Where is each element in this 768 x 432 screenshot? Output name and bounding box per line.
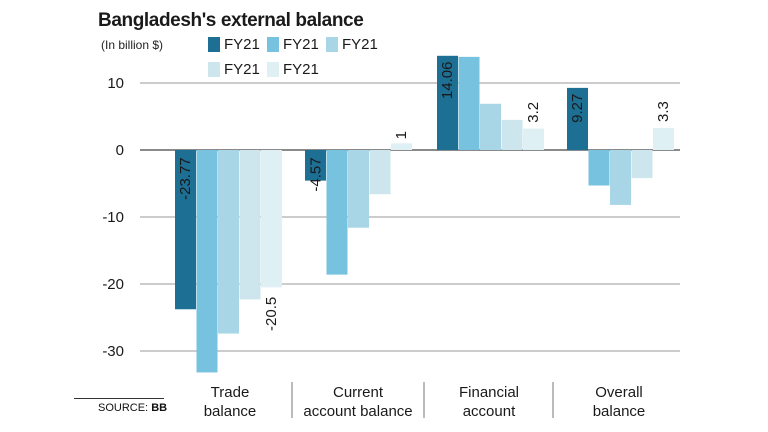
bar (653, 127, 674, 150)
y-axis: 10 0 -10 -20 -30 (102, 75, 124, 360)
data-label: 3.3 (655, 101, 672, 122)
bar (369, 150, 391, 195)
bar (348, 150, 369, 228)
bar (631, 150, 653, 179)
bar (326, 150, 348, 275)
bar (218, 150, 239, 334)
bar (588, 150, 610, 186)
legend-label: FY21 (283, 61, 319, 78)
bar (305, 150, 326, 181)
data-label: 14.06 (439, 62, 456, 100)
category-label: Trade (211, 384, 250, 401)
legend-swatch (267, 37, 279, 52)
category-label: Current (333, 384, 384, 401)
data-label: -20.5 (263, 297, 280, 331)
category-label: balance (204, 403, 257, 420)
chart-title: Bangladesh's external balance (98, 10, 364, 31)
source-value: BB (151, 402, 168, 414)
y-tick-label: 0 (116, 142, 124, 159)
bar (610, 150, 631, 205)
y-tick-label: -10 (102, 209, 124, 226)
x-axis: Trade balance Current account balance Financ… (204, 382, 646, 420)
category-label: Financial (459, 384, 519, 401)
legend-swatch (208, 37, 220, 52)
bar (437, 55, 458, 150)
category-label: account balance (303, 403, 412, 420)
data-label: -23.77 (177, 157, 194, 200)
source-note: SOURCE: BB (98, 402, 167, 414)
data-label: 9.27 (569, 94, 586, 123)
legend-label: FY21 (342, 36, 378, 53)
bar (196, 150, 218, 373)
bar (391, 143, 412, 150)
bar (567, 87, 588, 150)
legend-label: FY21 (224, 36, 260, 53)
legend-label: FY21 (283, 36, 319, 53)
data-label: -4.57 (307, 157, 324, 191)
category-label: account (463, 403, 516, 420)
bar (480, 103, 501, 150)
category-label: balance (593, 403, 646, 420)
data-labels: -23.77 -20.5 -4.57 1 14.06 3.2 9.27 3.3 (177, 62, 672, 331)
category-label: Overall (595, 384, 643, 401)
legend-swatch (267, 62, 279, 77)
legend-swatch (208, 62, 220, 77)
bar (261, 150, 282, 288)
legend-swatch (326, 37, 338, 52)
bars (175, 55, 674, 373)
y-tick-label: 10 (107, 75, 124, 92)
source-divider (74, 398, 164, 399)
data-label: 1 (393, 131, 410, 139)
bar (458, 56, 480, 151)
y-tick-label: -20 (102, 276, 124, 293)
bar (175, 150, 196, 310)
legend-label: FY21 (224, 61, 260, 78)
bar (239, 150, 261, 300)
y-tick-label: -30 (102, 343, 124, 360)
bar (523, 128, 544, 150)
source-label: SOURCE: (98, 402, 149, 414)
chart-subtitle: (In billion $) (101, 38, 164, 52)
data-label: 3.2 (525, 102, 542, 123)
bar (501, 119, 523, 150)
